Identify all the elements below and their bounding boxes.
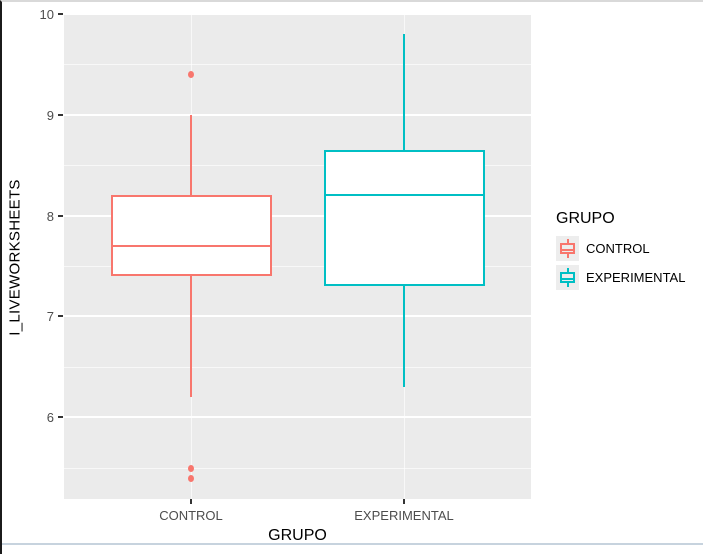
major-gridline (64, 13, 531, 15)
minor-gridline (64, 467, 531, 469)
y-tick-mark (58, 215, 63, 217)
minor-gridline (64, 266, 531, 268)
boxplot-key-icon (556, 236, 579, 261)
x-tick-mark (403, 499, 405, 504)
y-tick-label: 9 (46, 108, 54, 123)
legend-label-experimental: EXPERIMENTAL (586, 270, 686, 285)
y-axis-title: I_LIVEWORKSHEETS (6, 179, 24, 336)
boxplot-key-icon (556, 265, 579, 290)
window-bottom-edge (2, 543, 703, 545)
minor-gridline (64, 64, 531, 66)
legend-item-experimental: EXPERIMENTAL (556, 265, 700, 290)
y-tick-mark (58, 114, 63, 116)
y-tick-label: 7 (46, 309, 54, 324)
median-experimental (323, 194, 485, 196)
median-control (110, 245, 272, 247)
legend: GRUPO CONTROL EXPERIMENTAL (550, 210, 700, 294)
y-tick-label: 6 (46, 410, 54, 425)
x-tick-label: CONTROL (159, 508, 223, 523)
y-tick-label: 8 (46, 209, 54, 224)
legend-label-control: CONTROL (586, 241, 650, 256)
minor-gridline (64, 165, 531, 167)
major-gridline (64, 214, 531, 217)
legend-item-control: CONTROL (556, 236, 700, 261)
box-experimental (323, 150, 485, 286)
major-gridline (64, 113, 531, 116)
y-tick-mark (58, 13, 63, 15)
legend-title: GRUPO (556, 210, 615, 227)
major-gridline (64, 315, 531, 318)
x-tick-mark (190, 499, 192, 504)
outlier-point (188, 475, 194, 482)
outlier-point (188, 71, 194, 78)
y-tick-mark (58, 416, 63, 418)
box-control (110, 195, 272, 276)
y-tick-mark (58, 315, 63, 317)
minor-gridline (64, 366, 531, 368)
outlier-point (188, 465, 194, 472)
y-tick-label: 10 (39, 7, 54, 22)
x-tick-label: EXPERIMENTAL (354, 508, 454, 523)
major-gridline (64, 416, 531, 419)
x-axis-title: GRUPO (268, 527, 327, 544)
